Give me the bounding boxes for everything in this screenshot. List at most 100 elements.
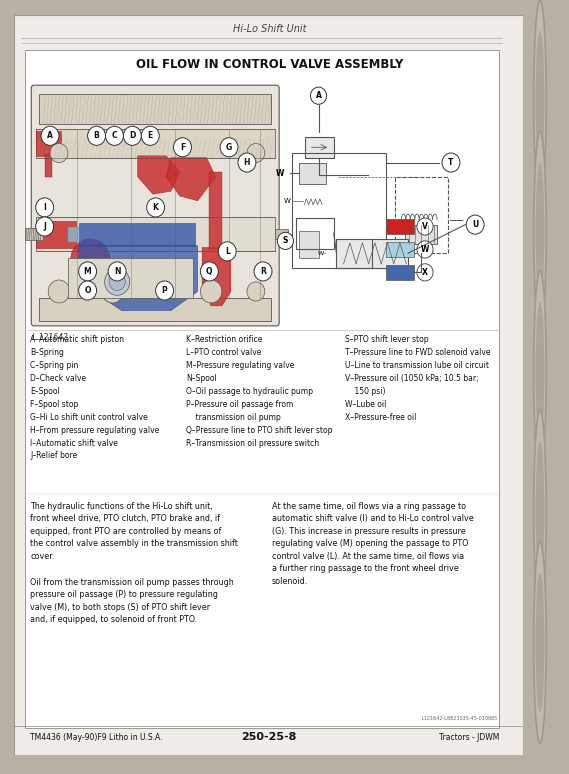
- Text: D–Check valve: D–Check valve: [30, 374, 86, 383]
- Bar: [209, 172, 222, 248]
- Circle shape: [311, 87, 327, 104]
- Text: C: C: [112, 132, 117, 140]
- Circle shape: [254, 262, 272, 281]
- Circle shape: [79, 281, 97, 300]
- Bar: [336, 239, 408, 268]
- Text: D: D: [129, 132, 135, 140]
- Bar: [386, 241, 414, 257]
- Circle shape: [79, 262, 97, 281]
- Text: V–Pressure oil (1050 kPa; 10.5 bar;: V–Pressure oil (1050 kPa; 10.5 bar;: [345, 374, 479, 383]
- Polygon shape: [138, 156, 180, 194]
- Circle shape: [247, 282, 265, 301]
- Text: O: O: [84, 286, 91, 295]
- Text: The hydraulic functions of the Hi-Lo shift unit,
front wheel drive, PTO clutch, : The hydraulic functions of the Hi-Lo shi…: [30, 502, 238, 560]
- Text: S–PTO shift lever stop: S–PTO shift lever stop: [345, 335, 429, 344]
- Text: T–Pressure line to FWD solenoid valve: T–Pressure line to FWD solenoid valve: [345, 348, 491, 358]
- Bar: [296, 218, 334, 248]
- Text: Oil from the transmission oil pump passes through
pressure oil passage (P) to pr: Oil from the transmission oil pump passe…: [30, 578, 234, 625]
- Circle shape: [534, 542, 546, 743]
- Text: E: E: [147, 132, 153, 140]
- Circle shape: [105, 269, 130, 296]
- Circle shape: [200, 280, 222, 303]
- Text: L 121642: L 121642: [32, 333, 68, 341]
- Bar: [36, 221, 76, 248]
- Text: W–: W–: [318, 251, 328, 255]
- Text: L121642-L8823035-45-010985: L121642-L8823035-45-010985: [421, 716, 497, 721]
- Bar: [275, 229, 288, 239]
- Bar: [292, 153, 386, 268]
- Text: At the same time, oil flows via a ring passage to
automatic shift valve (I) and : At the same time, oil flows via a ring p…: [272, 502, 474, 586]
- Bar: [68, 227, 79, 241]
- Circle shape: [534, 132, 546, 333]
- Circle shape: [105, 126, 123, 146]
- Bar: [36, 131, 61, 156]
- Circle shape: [466, 215, 484, 235]
- Text: R: R: [260, 267, 266, 276]
- Circle shape: [50, 143, 68, 163]
- Circle shape: [417, 241, 433, 258]
- Text: X–Pressure-free oil: X–Pressure-free oil: [345, 413, 417, 422]
- Circle shape: [156, 281, 174, 300]
- Circle shape: [71, 239, 110, 281]
- Text: L: L: [225, 247, 230, 256]
- Bar: [79, 223, 195, 245]
- Circle shape: [123, 126, 141, 146]
- Text: J: J: [43, 222, 46, 231]
- Circle shape: [36, 198, 53, 217]
- Text: A–Automatic shift piston: A–Automatic shift piston: [30, 335, 125, 344]
- Bar: [299, 163, 325, 183]
- Circle shape: [534, 0, 546, 201]
- Text: W: W: [276, 169, 284, 177]
- Text: W: W: [284, 197, 291, 204]
- Text: J–Relief bore: J–Relief bore: [30, 451, 77, 461]
- Circle shape: [535, 163, 545, 302]
- Bar: [305, 137, 334, 158]
- Text: P–Pressure oil passage from: P–Pressure oil passage from: [186, 400, 294, 409]
- Text: 150 psi): 150 psi): [345, 387, 386, 396]
- Circle shape: [141, 126, 159, 146]
- Bar: [405, 224, 436, 244]
- Text: R–Transmission oil pressure switch: R–Transmission oil pressure switch: [186, 439, 319, 447]
- Text: P: P: [162, 286, 167, 295]
- Circle shape: [417, 218, 433, 235]
- Text: L–PTO control valve: L–PTO control valve: [186, 348, 261, 358]
- Polygon shape: [202, 248, 231, 306]
- Circle shape: [220, 138, 238, 157]
- Text: N: N: [114, 267, 121, 276]
- Text: K: K: [152, 203, 159, 212]
- Bar: [68, 258, 193, 298]
- Text: O–Oil passage to hydraulic pump: O–Oil passage to hydraulic pump: [186, 387, 313, 396]
- Text: G: G: [226, 142, 232, 152]
- Text: B–Spring: B–Spring: [30, 348, 64, 358]
- Circle shape: [41, 126, 59, 146]
- Bar: [44, 154, 52, 177]
- Text: M–Pressure regulating valve: M–Pressure regulating valve: [186, 361, 294, 370]
- Circle shape: [535, 302, 545, 441]
- Text: T: T: [448, 158, 453, 167]
- Text: G–Hi Lo shift unit control valve: G–Hi Lo shift unit control valve: [30, 413, 148, 422]
- Text: X: X: [422, 268, 428, 277]
- Text: 250-25-8: 250-25-8: [242, 732, 297, 742]
- Circle shape: [417, 264, 433, 281]
- Circle shape: [102, 280, 123, 303]
- Text: E–Spool: E–Spool: [30, 387, 60, 396]
- Text: A: A: [316, 91, 321, 100]
- Bar: [394, 177, 448, 253]
- Text: F–Spool stop: F–Spool stop: [30, 400, 79, 409]
- Text: M: M: [84, 267, 92, 276]
- Text: V: V: [422, 222, 428, 231]
- Polygon shape: [79, 245, 197, 310]
- Bar: [39, 298, 271, 321]
- Text: B: B: [94, 132, 100, 140]
- Text: I: I: [43, 203, 46, 212]
- Text: A: A: [47, 132, 53, 140]
- Bar: [36, 217, 275, 252]
- Circle shape: [147, 198, 164, 217]
- Bar: [299, 231, 319, 258]
- Circle shape: [534, 271, 546, 472]
- Text: W: W: [421, 245, 429, 254]
- Bar: [386, 219, 414, 235]
- Text: OIL FLOW IN CONTROL VALVE ASSEMBLY: OIL FLOW IN CONTROL VALVE ASSEMBLY: [135, 58, 403, 70]
- Circle shape: [200, 262, 218, 281]
- Circle shape: [218, 241, 236, 261]
